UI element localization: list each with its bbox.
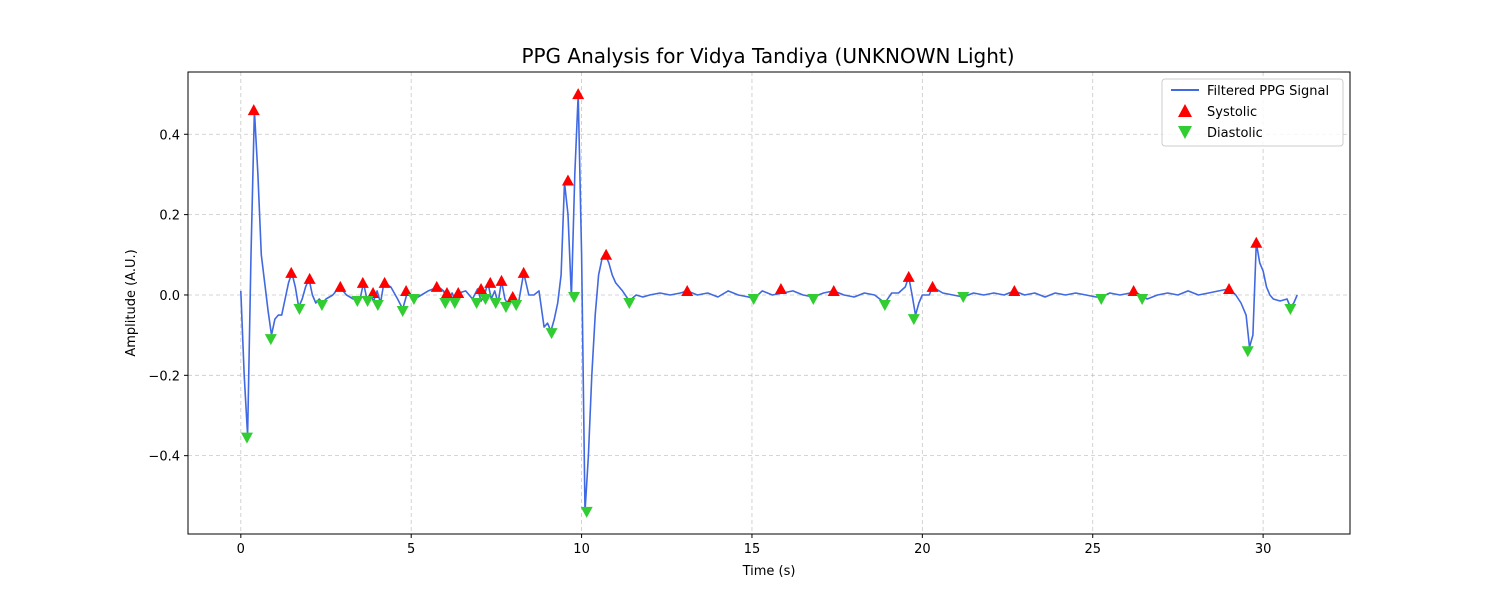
- x-tick-label: 5: [407, 542, 415, 557]
- systolic-peak-marker: [926, 280, 939, 292]
- systolic-peak-marker: [827, 284, 840, 296]
- axes-frame: [187, 71, 1351, 535]
- diastolic-trough-marker: [957, 291, 970, 303]
- diastolic-trough-marker: [1284, 304, 1297, 316]
- systolic-peak-marker: [517, 266, 530, 278]
- systolic-peak-marker: [430, 280, 443, 292]
- diastolic-trough-marker: [351, 295, 364, 307]
- x-tick-label: 10: [573, 542, 590, 557]
- diastolic-trough-marker: [479, 293, 492, 305]
- diastolic-trough-marker: [439, 298, 452, 309]
- chart-title: PPG Analysis for Vidya Tandiya (UNKNOWN …: [521, 44, 1014, 68]
- systolic-peak-marker: [475, 282, 488, 294]
- legend: Filtered PPG Signal Systolic Diastolic: [1161, 78, 1344, 147]
- y-tick-label: 0.2: [159, 209, 180, 224]
- systolic-peak-marker: [247, 104, 260, 116]
- systolic-peak-marker: [1127, 284, 1140, 296]
- diastolic-trough-marker: [448, 298, 461, 309]
- diastolic-trough-marker: [470, 298, 483, 309]
- y-tick-label: −0.2: [148, 369, 180, 384]
- systolic-peak-marker: [400, 284, 413, 296]
- systolic-peak-marker: [681, 284, 694, 296]
- diastolic-trough-marker: [361, 295, 374, 307]
- diastolic-trough-marker: [396, 306, 409, 318]
- x-tick-label: 30: [1255, 542, 1272, 557]
- diastolic-trough-marker: [371, 300, 384, 312]
- diastolic-trough-marker: [1241, 346, 1254, 358]
- x-tick-label: 20: [914, 542, 931, 557]
- y-tick-label: −0.4: [148, 450, 180, 465]
- systolic-peak-marker: [367, 286, 380, 298]
- x-tick-label: 0: [237, 542, 245, 557]
- diastolic-trough-marker: [510, 300, 523, 312]
- diastolic-trough-marker: [907, 314, 920, 326]
- systolic-peak-marker: [285, 266, 298, 278]
- diastolic-trough-marker: [878, 300, 891, 312]
- systolic-peak-marker: [506, 290, 519, 302]
- y-axis-label: Amplitude (A.U.): [124, 249, 139, 356]
- diastolic-trough-marker: [293, 304, 306, 316]
- diastolic-trough-marker: [1136, 293, 1149, 305]
- legend-label-diastolic: Diastolic: [1207, 126, 1263, 141]
- diastolic-trough-marker: [315, 300, 328, 312]
- diastolic-trough-marker: [545, 328, 558, 340]
- diastolic-trough-marker: [580, 506, 593, 518]
- x-tick-label: 15: [744, 542, 761, 557]
- systolic-peak-marker: [561, 174, 574, 186]
- y-tick-label: 0.0: [159, 289, 180, 304]
- systolic-peak-marker: [1250, 236, 1263, 248]
- y-tick-label: 0.4: [159, 128, 180, 143]
- x-axis-label: Time (s): [742, 564, 796, 579]
- axis-ticks: 0 5 10 15 20 25 30 −0.4 −0.2 0.0 0.2 0.4: [148, 128, 1271, 557]
- systolic-peak-marker: [452, 286, 465, 298]
- systolic-peak-marker: [902, 270, 915, 282]
- legend-label-signal: Filtered PPG Signal: [1207, 84, 1329, 99]
- systolic-peak-marker: [1223, 282, 1236, 294]
- x-tick-label: 25: [1084, 542, 1101, 557]
- diastolic-trough-marker: [1095, 293, 1108, 305]
- systolic-peak-marker: [440, 286, 453, 298]
- diastolic-trough-marker: [489, 298, 502, 309]
- systolic-peak-marker: [600, 248, 613, 260]
- diastolic-trough-marker: [807, 293, 820, 305]
- diastolic-trough-marker: [747, 293, 760, 305]
- diastolic-trough-marker: [499, 302, 512, 314]
- systolic-peak-marker: [303, 272, 316, 284]
- diastolic-trough-marker: [240, 432, 253, 444]
- diastolic-trough-marker: [407, 293, 420, 305]
- systolic-peak-marker: [356, 276, 369, 288]
- diastolic-trough-marker: [623, 298, 636, 309]
- legend-systolic-marker: [1178, 104, 1192, 117]
- systolic-peak-marker: [484, 276, 497, 288]
- legend-diastolic-marker: [1178, 126, 1192, 139]
- systolic-peak-marker: [774, 282, 787, 294]
- diastolic-trough-marker: [568, 291, 581, 303]
- legend-label-systolic: Systolic: [1207, 105, 1257, 120]
- systolic-peak-marker: [334, 280, 347, 292]
- legend-box: [1161, 78, 1344, 147]
- diastolic-trough-marker: [264, 334, 277, 346]
- systolic-peak-marker: [1008, 284, 1021, 296]
- systolic-peak-marker: [572, 88, 585, 100]
- systolic-peak-marker: [495, 274, 508, 286]
- plot-area: [240, 88, 1298, 518]
- systolic-peak-marker: [378, 276, 391, 288]
